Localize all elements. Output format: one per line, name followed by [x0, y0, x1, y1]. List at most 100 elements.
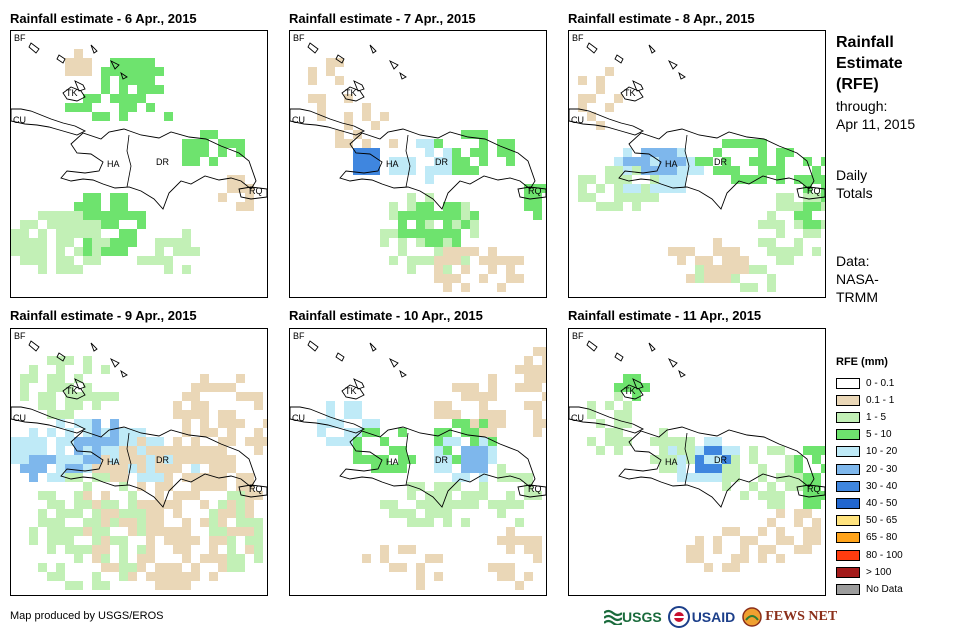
- rain-cell: [533, 365, 542, 374]
- rain-cell: [596, 85, 605, 94]
- rain-cell: [101, 112, 110, 121]
- rain-cell: [218, 419, 227, 428]
- rain-cell: [209, 527, 218, 536]
- rain-cell: [812, 229, 821, 238]
- bahamas-coastline: [632, 80, 644, 92]
- rain-cell: [110, 67, 119, 76]
- panel-title-10-apr: Rainfall estimate - 10 Apr., 2015: [289, 308, 483, 323]
- rain-cell: [704, 455, 713, 464]
- rain-cell: [434, 157, 443, 166]
- rain-cell: [488, 383, 497, 392]
- legend-swatch: [836, 515, 860, 527]
- bahamas-coastline: [648, 44, 656, 54]
- rain-cell: [20, 383, 29, 392]
- rain-cell: [686, 545, 695, 554]
- legend-label: 5 - 10: [866, 429, 892, 441]
- rain-cell: [353, 166, 362, 175]
- rain-cell: [650, 166, 659, 175]
- rain-cell: [623, 410, 632, 419]
- rain-cell: [614, 193, 623, 202]
- bahamas-coastline: [667, 357, 678, 368]
- rain-cell: [443, 500, 452, 509]
- rain-cell: [191, 482, 200, 491]
- rain-cell: [20, 455, 29, 464]
- rain-cell: [758, 554, 767, 563]
- rain-cell: [407, 193, 416, 202]
- rain-cell: [659, 464, 668, 473]
- rain-cell: [173, 410, 182, 419]
- rain-cell: [191, 383, 200, 392]
- rain-cell: [155, 85, 164, 94]
- rain-cell: [758, 157, 767, 166]
- rain-cell: [236, 202, 245, 211]
- rain-cell: [614, 202, 623, 211]
- rain-cell: [263, 437, 267, 446]
- rain-cell: [623, 437, 632, 446]
- rain-cell: [146, 256, 155, 265]
- rain-cell: [434, 247, 443, 256]
- rain-cell: [461, 202, 470, 211]
- rain-cell: [137, 437, 146, 446]
- cuba-coastline: [11, 108, 87, 136]
- rain-cell: [479, 446, 488, 455]
- rain-cell: [101, 509, 110, 518]
- rain-cell: [119, 455, 128, 464]
- legend-swatch: [836, 549, 860, 561]
- rain-cell: [461, 166, 470, 175]
- rain-cell: [452, 157, 461, 166]
- rain-cell: [542, 419, 546, 428]
- rain-cell: [92, 202, 101, 211]
- rain-cell: [362, 139, 371, 148]
- rain-cell: [227, 509, 236, 518]
- rain-cell: [191, 247, 200, 256]
- rain-cell: [749, 139, 758, 148]
- rain-cell: [74, 103, 83, 112]
- rain-cell: [254, 554, 263, 563]
- rain-cell: [182, 229, 191, 238]
- rain-cell: [164, 238, 173, 247]
- rain-cell: [128, 58, 137, 67]
- usgs-logo: USGS: [604, 609, 662, 625]
- rain-cell: [227, 527, 236, 536]
- rain-cell: [443, 482, 452, 491]
- bahamas-coastline: [335, 352, 345, 362]
- legend-swatch: [836, 497, 860, 509]
- rain-cell: [434, 554, 443, 563]
- rain-cell: [218, 193, 227, 202]
- rain-cell: [821, 175, 825, 184]
- rain-cell: [803, 202, 812, 211]
- rain-cell: [434, 410, 443, 419]
- rain-cell: [443, 247, 452, 256]
- rain-cell: [29, 247, 38, 256]
- rain-cell: [389, 500, 398, 509]
- rain-cell: [317, 94, 326, 103]
- rain-cell: [245, 491, 254, 500]
- rain-cell: [146, 455, 155, 464]
- rain-cell: [443, 166, 452, 175]
- rain-cell: [101, 581, 110, 590]
- rain-cell: [461, 491, 470, 500]
- rain-cell: [236, 527, 245, 536]
- data-line1: Data:: [836, 253, 870, 269]
- place-label-dr: DR: [156, 455, 169, 465]
- rain-cell: [173, 581, 182, 590]
- rain-cell: [722, 563, 731, 572]
- rain-cell: [614, 157, 623, 166]
- rain-cell: [218, 554, 227, 563]
- rain-cell: [191, 401, 200, 410]
- rain-cell: [470, 419, 479, 428]
- rain-cell: [776, 256, 785, 265]
- rain-cell: [65, 383, 74, 392]
- rain-cell: [38, 265, 47, 274]
- rain-cell: [578, 184, 587, 193]
- rain-cell: [362, 103, 371, 112]
- rain-cell: [254, 536, 263, 545]
- rain-cell: [614, 184, 623, 193]
- rain-cell: [812, 247, 821, 256]
- rain-cell: [227, 410, 236, 419]
- rain-cell: [587, 193, 596, 202]
- rain-cell: [749, 283, 758, 292]
- rain-cell: [443, 229, 452, 238]
- rain-cell: [38, 509, 47, 518]
- rain-cell: [137, 455, 146, 464]
